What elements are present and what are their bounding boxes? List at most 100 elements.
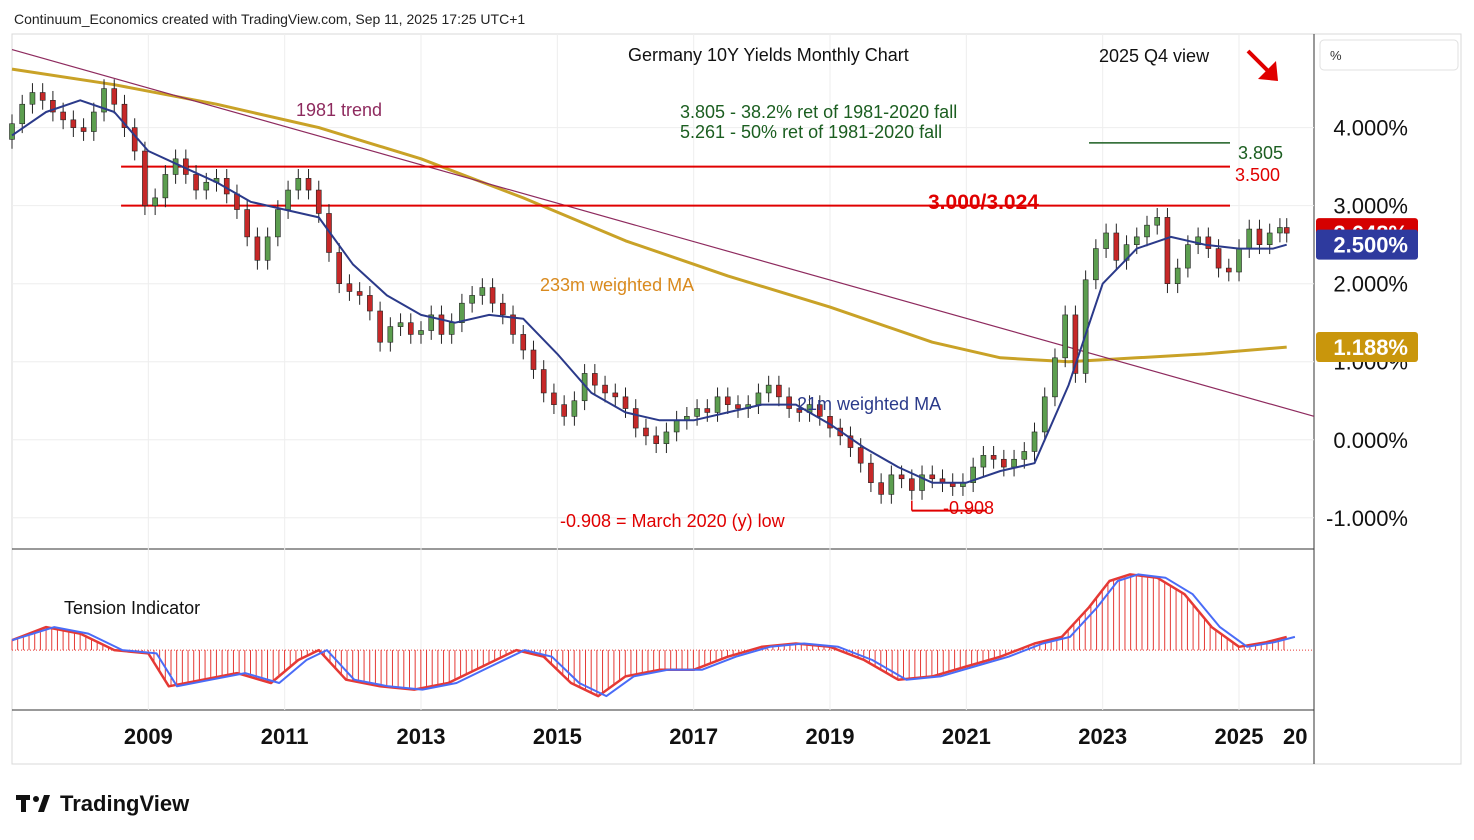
candle-body	[111, 88, 118, 105]
candle-body	[980, 455, 987, 468]
x-tick-label: 2013	[397, 724, 446, 749]
x-tick-label: 2011	[261, 724, 309, 749]
candle-body	[571, 400, 578, 417]
y-axis-ticks: -1.000%0.000%1.000%2.000%3.000%4.000%	[1326, 116, 1408, 531]
candle-body	[428, 314, 435, 331]
tradingview-logo[interactable]: TradingView	[16, 791, 190, 816]
candle-body	[1093, 248, 1099, 281]
candle-body	[91, 111, 97, 132]
candle-body	[1164, 217, 1171, 284]
candle-body	[101, 88, 107, 113]
candle-body	[234, 193, 240, 210]
candle-body	[29, 92, 36, 105]
candle-body	[561, 404, 567, 417]
candle-body	[387, 326, 394, 343]
candle-body	[193, 174, 199, 191]
candle-body	[1011, 458, 1017, 468]
created-by-text: Continuum_Economics created with Trading…	[14, 11, 525, 27]
y-tick-label: -1.000%	[1326, 506, 1408, 531]
tension-indicator-label: Tension Indicator	[64, 598, 200, 618]
candle-body	[397, 322, 404, 327]
chart-title: Germany 10Y Yields Monthly Chart	[628, 45, 909, 65]
candle-body	[1113, 232, 1120, 261]
x-tick-label: 2009	[124, 724, 173, 749]
ma233-line	[11, 67, 1287, 364]
candle-body	[990, 455, 997, 460]
candle-body	[704, 408, 711, 413]
x-tick-label: 2023	[1078, 724, 1127, 749]
tension-line-red	[11, 573, 1288, 698]
candle-body	[735, 404, 741, 409]
x-tick-label: 2025	[1215, 724, 1264, 749]
candle-body	[1256, 228, 1263, 245]
candle-body	[39, 92, 46, 101]
candle-body	[50, 100, 56, 113]
candle-body	[632, 408, 639, 429]
price-badge-label: 2.500%	[1333, 233, 1408, 258]
candle-body	[970, 466, 976, 483]
x-tick-label: 20	[1283, 724, 1307, 749]
candle-body	[622, 396, 629, 409]
candle-body	[673, 419, 680, 433]
candle-body	[336, 252, 343, 284]
candle-body	[551, 392, 557, 405]
candle-body	[479, 287, 486, 296]
candle-body	[1062, 314, 1068, 359]
candle-body	[776, 384, 782, 398]
candle-body	[131, 127, 138, 152]
price-badges: 2.648%2.500%1.188%	[1316, 218, 1418, 363]
chart-subtitle: 2025 Q4 view	[1099, 46, 1210, 66]
down-arrow-icon	[1246, 49, 1278, 81]
candle-body	[407, 322, 414, 335]
price-badge	[1316, 332, 1418, 363]
candle-body	[1174, 267, 1181, 284]
candle-body	[315, 189, 322, 214]
candle-body	[592, 373, 598, 386]
trend-1981-path	[11, 49, 1315, 417]
x-axis-ticks: 2009 2011 2013 2015 2017 2019 2021 2023 2025 20	[124, 724, 1308, 749]
candle-body	[612, 392, 619, 398]
candle-body	[663, 431, 670, 444]
candle-body	[929, 474, 936, 480]
candle-body	[694, 408, 700, 417]
candle-body	[1185, 244, 1191, 269]
annotation-1981-trend: 1981 trend	[296, 100, 382, 120]
tradingview-logo-text: TradingView	[60, 791, 190, 816]
candle-body	[275, 209, 281, 238]
candle-body	[489, 287, 496, 304]
annotation-ma21: 21m weighted MA	[797, 394, 941, 414]
unit-label: %	[1330, 48, 1342, 63]
candle-body	[1195, 236, 1201, 245]
level-label-3805: 3.805	[1238, 143, 1283, 163]
candle-body	[653, 435, 659, 444]
ma21-path	[11, 99, 1287, 484]
candle-body	[714, 396, 721, 413]
y-tick-label: 3.000%	[1333, 194, 1408, 219]
candle-body	[9, 123, 15, 140]
candle-body	[1041, 396, 1048, 433]
candle-body	[1205, 236, 1212, 249]
ma233-path	[11, 67, 1287, 364]
grid	[12, 34, 1314, 710]
ma21-line	[11, 99, 1287, 484]
candle-body	[1072, 314, 1079, 374]
candle-body	[1031, 431, 1038, 452]
x-tick-label: 2015	[533, 724, 582, 749]
candle-body	[786, 396, 792, 409]
candle-body	[724, 396, 731, 405]
candle-body	[530, 349, 537, 370]
level-label-3000: 3.000/3.024	[928, 191, 1039, 214]
candle-body	[162, 174, 169, 199]
tradingview-logo-icon	[16, 795, 50, 812]
x-tick-label: 2021	[942, 724, 991, 749]
annotation-fib-382: 3.805 - 38.2% ret of 1981-2020 fall	[680, 102, 957, 122]
candle-body	[878, 482, 884, 495]
level-label-3500: 3.500	[1235, 165, 1280, 185]
unit-label-box[interactable]	[1319, 39, 1459, 71]
candle-body	[868, 462, 874, 483]
candle-body	[448, 322, 455, 335]
candle-body	[367, 295, 373, 312]
candle-body	[510, 314, 516, 335]
x-tick-label: 2019	[806, 724, 855, 749]
